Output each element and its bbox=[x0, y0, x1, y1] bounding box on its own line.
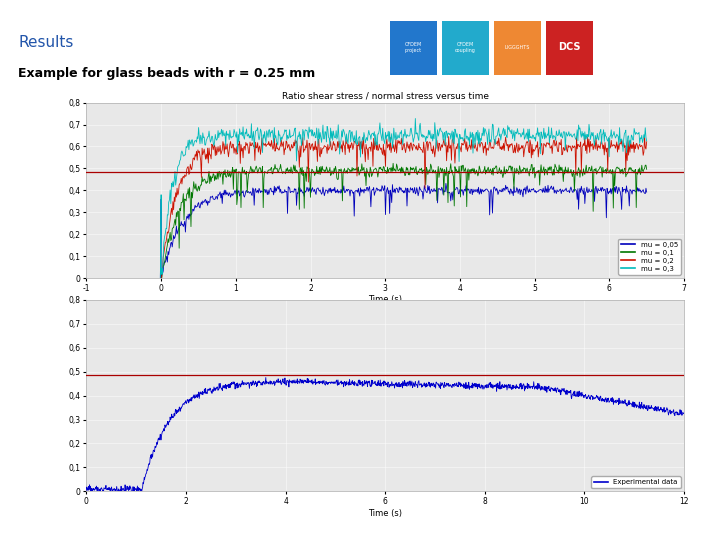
Text: CFDEM
project: CFDEM project bbox=[405, 42, 422, 52]
FancyBboxPatch shape bbox=[546, 21, 593, 75]
Text: August 5, 2013 | Christian Doppler Laboratory on Particulate Flow Modelling | ww: August 5, 2013 | Christian Doppler Labor… bbox=[7, 523, 366, 532]
FancyBboxPatch shape bbox=[442, 21, 489, 75]
Text: 12: 12 bbox=[703, 523, 713, 532]
X-axis label: Time (s): Time (s) bbox=[368, 295, 402, 305]
Text: Results: Results bbox=[18, 35, 73, 50]
Legend: Experimental data: Experimental data bbox=[591, 476, 680, 488]
Text: DCS: DCS bbox=[558, 42, 580, 52]
Text: CFDEM
coupling: CFDEM coupling bbox=[455, 42, 476, 52]
Title: Ratio shear stress / normal stress versus time: Ratio shear stress / normal stress versu… bbox=[282, 91, 489, 100]
Text: LIGGGHTS: LIGGGHTS bbox=[505, 45, 530, 50]
Legend: mu = 0,05, mu = 0,1, mu = 0,2, mu = 0,3: mu = 0,05, mu = 0,1, mu = 0,2, mu = 0,3 bbox=[618, 239, 680, 275]
Text: Example for glass beads with r = 0.25 mm: Example for glass beads with r = 0.25 mm bbox=[18, 68, 315, 80]
FancyBboxPatch shape bbox=[390, 21, 436, 75]
FancyBboxPatch shape bbox=[494, 21, 541, 75]
X-axis label: Time (s): Time (s) bbox=[368, 509, 402, 518]
